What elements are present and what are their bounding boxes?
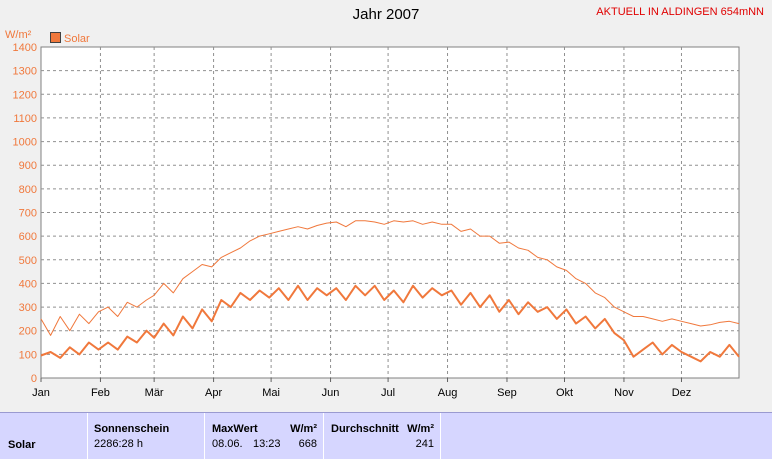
max-header: MaxWert bbox=[212, 423, 258, 435]
y-tick-label: 1300 bbox=[13, 66, 37, 78]
grid bbox=[41, 47, 739, 378]
x-tick-label: Apr bbox=[205, 387, 222, 399]
y-tick-label: 800 bbox=[19, 184, 37, 196]
legend: Solar bbox=[50, 32, 90, 45]
y-tick-label: 100 bbox=[19, 349, 37, 361]
y-tick-label: 900 bbox=[19, 160, 37, 172]
y-tick-label: 1200 bbox=[13, 89, 37, 101]
x-tick-label: Jun bbox=[322, 387, 340, 399]
x-tick-label: Mär bbox=[145, 387, 164, 399]
max-date: 08.06. bbox=[212, 438, 243, 450]
y-tick-label: 1000 bbox=[13, 137, 37, 149]
legend-label-solar: Solar bbox=[64, 33, 90, 45]
x-tick-label: Sep bbox=[497, 387, 517, 399]
stats-row-label-cell: Solar bbox=[0, 413, 88, 459]
sunshine-cell: Sonnenschein 2286:28 h bbox=[88, 413, 205, 459]
legend-swatch-solar bbox=[50, 32, 61, 43]
avg-header: Durchschnitt bbox=[331, 423, 399, 435]
max-value: 668 bbox=[298, 438, 317, 450]
chart-title: Jahr 2007 bbox=[352, 6, 420, 23]
x-tick-label: Aug bbox=[438, 387, 458, 399]
x-tick-label: Mai bbox=[262, 387, 280, 399]
y-tick-label: 1400 bbox=[13, 42, 37, 54]
y-tick-label: 700 bbox=[19, 208, 37, 220]
max-unit: W/m² bbox=[290, 423, 317, 435]
y-axis-ticks: 0 100 200 300 400 500 600 700 800 900 1000 1100 1200… bbox=[13, 42, 37, 385]
y-tick-label: 300 bbox=[19, 302, 37, 314]
max-cell: MaxWert W/m² 08.06. 13:23 668 bbox=[205, 413, 324, 459]
x-axis-ticks: Jan Feb Mär Apr Mai Jun Jul Aug Sep Okt Nov Dez bbox=[32, 378, 691, 399]
x-tick-label: Okt bbox=[556, 387, 573, 399]
y-tick-label: 600 bbox=[19, 231, 37, 243]
station-label: AKTUELL IN ALDINGEN 654mNN bbox=[596, 6, 764, 18]
y-tick-label: 200 bbox=[19, 326, 37, 338]
x-tick-label: Jan bbox=[32, 387, 50, 399]
x-tick-label: Nov bbox=[614, 387, 634, 399]
y-tick-label: 500 bbox=[19, 255, 37, 267]
x-tick-label: Jul bbox=[381, 387, 395, 399]
avg-unit: W/m² bbox=[407, 423, 434, 435]
stats-row-label: Solar bbox=[8, 439, 36, 451]
sunshine-value: 2286:28 h bbox=[94, 438, 143, 450]
max-time: 13:23 bbox=[253, 438, 281, 450]
avg-cell: Durchschnitt W/m² 241 bbox=[324, 413, 441, 459]
series-line-solar-max bbox=[40, 220, 740, 336]
x-tick-label: Dez bbox=[672, 387, 692, 399]
series-line-solar bbox=[40, 284, 740, 363]
x-tick-label: Feb bbox=[91, 387, 110, 399]
stats-panel: Solar Sonnenschein 2286:28 h MaxWert W/m… bbox=[0, 412, 772, 459]
series-lines bbox=[40, 220, 740, 363]
y-axis-unit: W/m² bbox=[5, 29, 32, 41]
solar-chart: 0 100 200 300 400 500 600 700 800 900 1000 1100 1200… bbox=[13, 42, 740, 399]
avg-value: 241 bbox=[415, 438, 434, 450]
y-tick-label: 0 bbox=[31, 373, 37, 385]
sunshine-header: Sonnenschein bbox=[94, 423, 170, 435]
y-tick-label: 400 bbox=[19, 278, 37, 290]
y-tick-label: 1100 bbox=[13, 113, 37, 125]
